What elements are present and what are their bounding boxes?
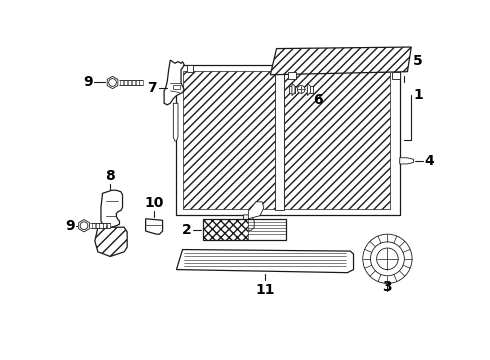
Polygon shape [248, 202, 264, 219]
Polygon shape [176, 65, 400, 215]
Polygon shape [392, 72, 400, 80]
Polygon shape [270, 47, 411, 75]
Polygon shape [99, 223, 102, 228]
Polygon shape [164, 60, 184, 105]
Polygon shape [173, 85, 179, 89]
Polygon shape [292, 83, 295, 95]
Polygon shape [132, 80, 135, 85]
Circle shape [297, 86, 305, 93]
Polygon shape [92, 223, 95, 228]
Polygon shape [146, 219, 163, 234]
Polygon shape [79, 220, 89, 232]
Text: 6: 6 [314, 93, 323, 107]
Circle shape [363, 234, 412, 283]
Text: 10: 10 [145, 195, 164, 210]
Polygon shape [275, 69, 285, 210]
Polygon shape [140, 80, 143, 85]
Text: 9: 9 [83, 76, 93, 90]
Polygon shape [244, 215, 254, 230]
Text: 2: 2 [182, 222, 192, 237]
Polygon shape [124, 80, 127, 85]
Text: 5: 5 [413, 54, 422, 68]
Polygon shape [96, 223, 98, 228]
Circle shape [109, 78, 117, 86]
Circle shape [377, 248, 398, 270]
Polygon shape [381, 65, 388, 72]
Polygon shape [203, 219, 248, 240]
Polygon shape [107, 76, 118, 89]
Polygon shape [289, 86, 295, 93]
Polygon shape [307, 83, 311, 95]
Polygon shape [173, 103, 178, 141]
Text: 4: 4 [424, 154, 434, 168]
Text: 9: 9 [65, 219, 75, 233]
Circle shape [80, 222, 88, 230]
Polygon shape [288, 72, 296, 80]
Text: 7: 7 [147, 81, 156, 95]
Text: 8: 8 [105, 168, 115, 183]
Polygon shape [176, 249, 354, 273]
Polygon shape [307, 86, 314, 93]
Circle shape [370, 242, 404, 276]
Polygon shape [101, 190, 122, 227]
Text: 3: 3 [383, 280, 392, 294]
Polygon shape [107, 223, 110, 228]
Polygon shape [95, 227, 127, 256]
Polygon shape [285, 71, 390, 209]
Polygon shape [120, 80, 123, 85]
Polygon shape [187, 65, 194, 72]
Text: 11: 11 [255, 283, 275, 297]
Polygon shape [136, 80, 139, 85]
Polygon shape [128, 80, 131, 85]
Polygon shape [293, 65, 299, 72]
Polygon shape [103, 223, 106, 228]
Polygon shape [400, 158, 414, 164]
Text: 1: 1 [414, 88, 423, 102]
Polygon shape [183, 71, 281, 209]
